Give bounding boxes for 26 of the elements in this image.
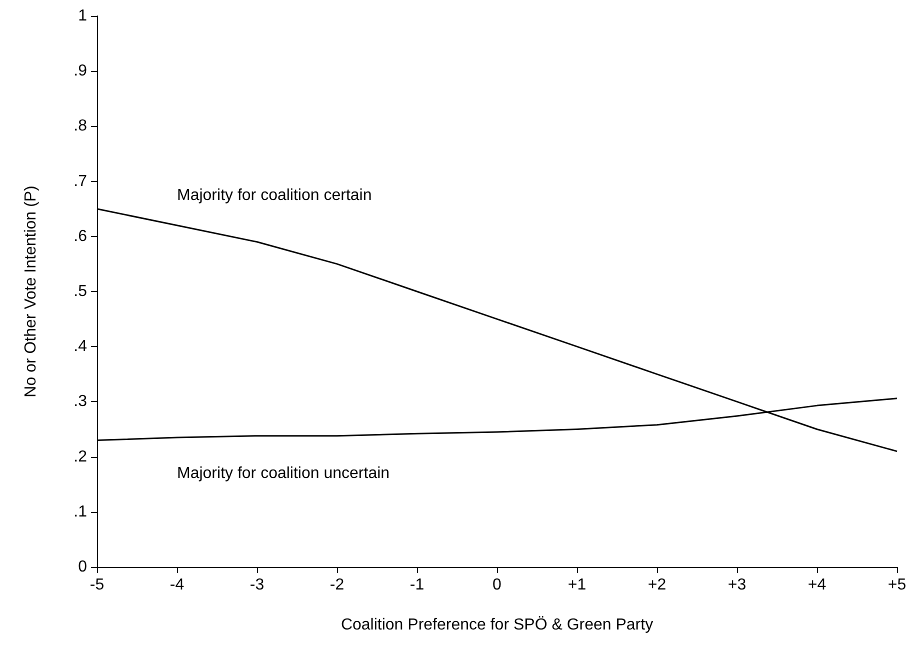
x-tick-label: +5 (888, 576, 906, 594)
series-label: Majority for coalition certain (177, 186, 372, 204)
x-tick-label: -1 (410, 576, 424, 594)
x-tick-label: -5 (90, 576, 104, 594)
y-tick-label: .5 (74, 283, 88, 300)
y-tick-label: .4 (74, 338, 88, 356)
y-tick-label: .9 (74, 62, 88, 80)
y-tick-label: .2 (74, 448, 88, 466)
y-tick-label: 0 (78, 558, 88, 576)
x-tick-label: 0 (492, 576, 502, 594)
y-tick-label: .1 (74, 503, 88, 520)
x-tick-label: +2 (648, 576, 666, 594)
y-axis-title: No or Other Vote Intention (P) (22, 186, 40, 398)
y-tick-label: .3 (74, 393, 88, 410)
x-tick-label: -3 (250, 576, 264, 594)
y-tick-label: .8 (74, 118, 88, 135)
series-label: Majority for coalition uncertain (177, 465, 390, 482)
x-tick-label: +3 (728, 576, 746, 594)
x-tick-label: -4 (170, 576, 184, 594)
x-tick-label: +4 (808, 576, 826, 594)
x-tick-label: -2 (330, 576, 344, 594)
x-axis-title: Coalition Preference for SPÖ & Green Party (340, 616, 654, 634)
y-tick-label: .7 (74, 172, 88, 190)
y-tick-label: .6 (74, 228, 88, 245)
y-tick-label: 1 (78, 8, 88, 24)
x-tick-label: +1 (568, 576, 586, 594)
